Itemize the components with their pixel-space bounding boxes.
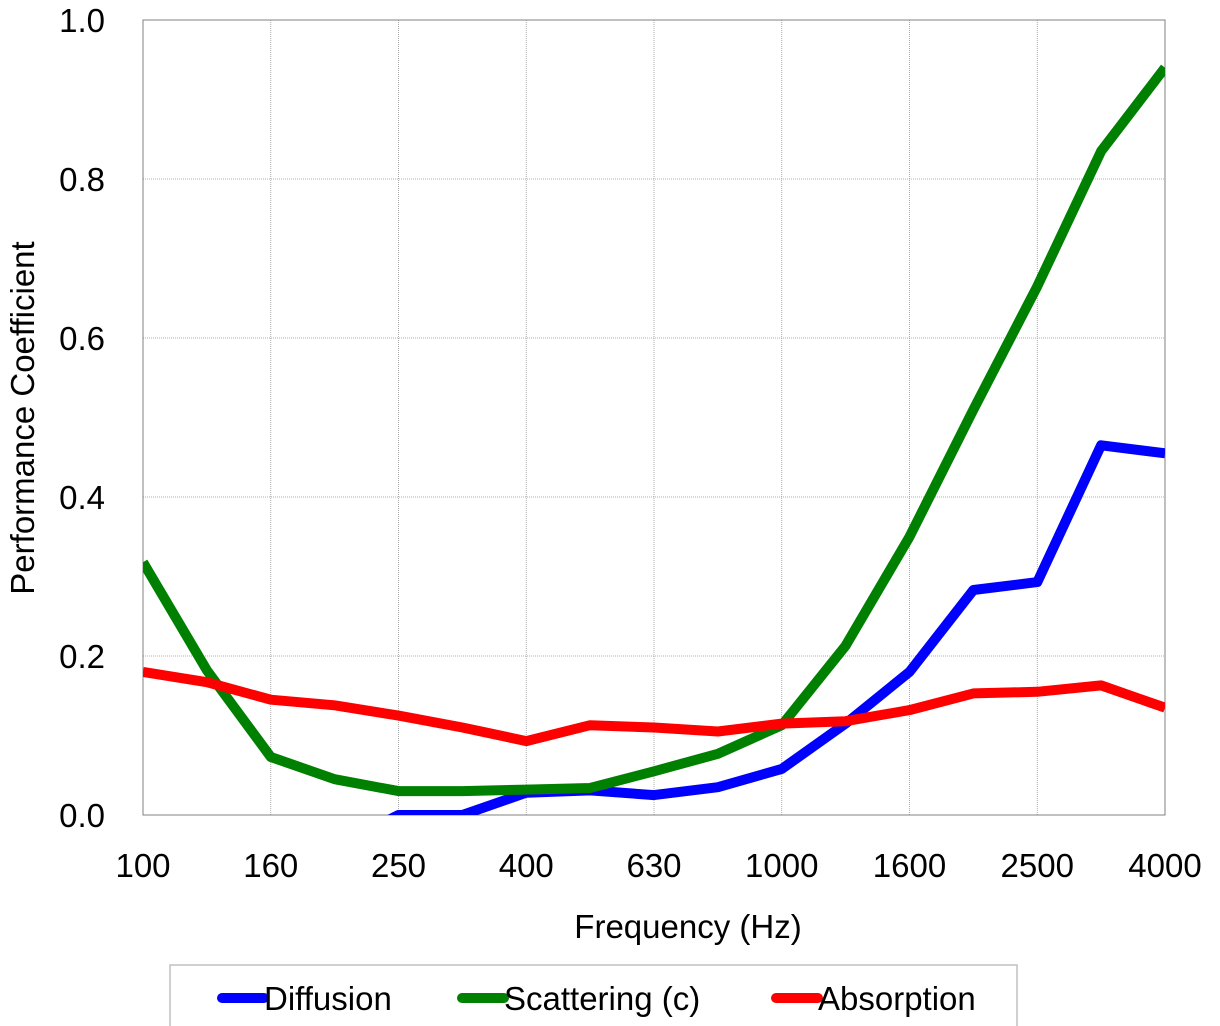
diffusion-series-line xyxy=(387,440,1165,815)
y-tick-label: 0.0 xyxy=(59,797,105,834)
grid-lines xyxy=(143,19,1165,816)
x-tick-label: 1000 xyxy=(745,847,818,884)
absorption-legend-label: Absorption xyxy=(818,980,976,1017)
x-tick-label: 400 xyxy=(499,847,554,884)
x-tick-label: 100 xyxy=(115,847,170,884)
x-tick-label: 630 xyxy=(626,847,681,884)
y-tick-label: 0.6 xyxy=(59,320,105,357)
y-tick-label: 0.8 xyxy=(59,161,105,198)
legend: Diffusion Scattering (c) Absorption xyxy=(169,964,1018,1026)
y-tick-label: 1.0 xyxy=(59,2,105,39)
x-tick-label: 250 xyxy=(371,847,426,884)
legend-box xyxy=(169,964,1018,1026)
x-tick-labels: 100 160 250 400 630 1000 1600 2500 4000 xyxy=(115,847,1201,884)
x-tick-label: 160 xyxy=(243,847,298,884)
scattering-c-legend-label: Scattering (c) xyxy=(504,980,700,1017)
series-layer xyxy=(143,64,1165,815)
x-tick-label: 1600 xyxy=(873,847,946,884)
y-tick-label: 0.4 xyxy=(59,479,105,516)
diffusion-legend-label: Diffusion xyxy=(264,980,392,1017)
y-axis-title: Performance Coefficient xyxy=(4,241,41,594)
absorption-series-line xyxy=(143,666,1165,747)
x-tick-label: 4000 xyxy=(1128,847,1201,884)
scattering-c-series-line xyxy=(143,64,1165,797)
plot-area-border xyxy=(142,19,1166,816)
y-tick-labels: 0.0 0.2 0.4 0.6 0.8 1.0 xyxy=(59,2,105,834)
y-tick-label: 0.2 xyxy=(59,638,105,675)
x-tick-label: 2500 xyxy=(1001,847,1074,884)
x-axis-title: Frequency (Hz) xyxy=(574,908,801,945)
